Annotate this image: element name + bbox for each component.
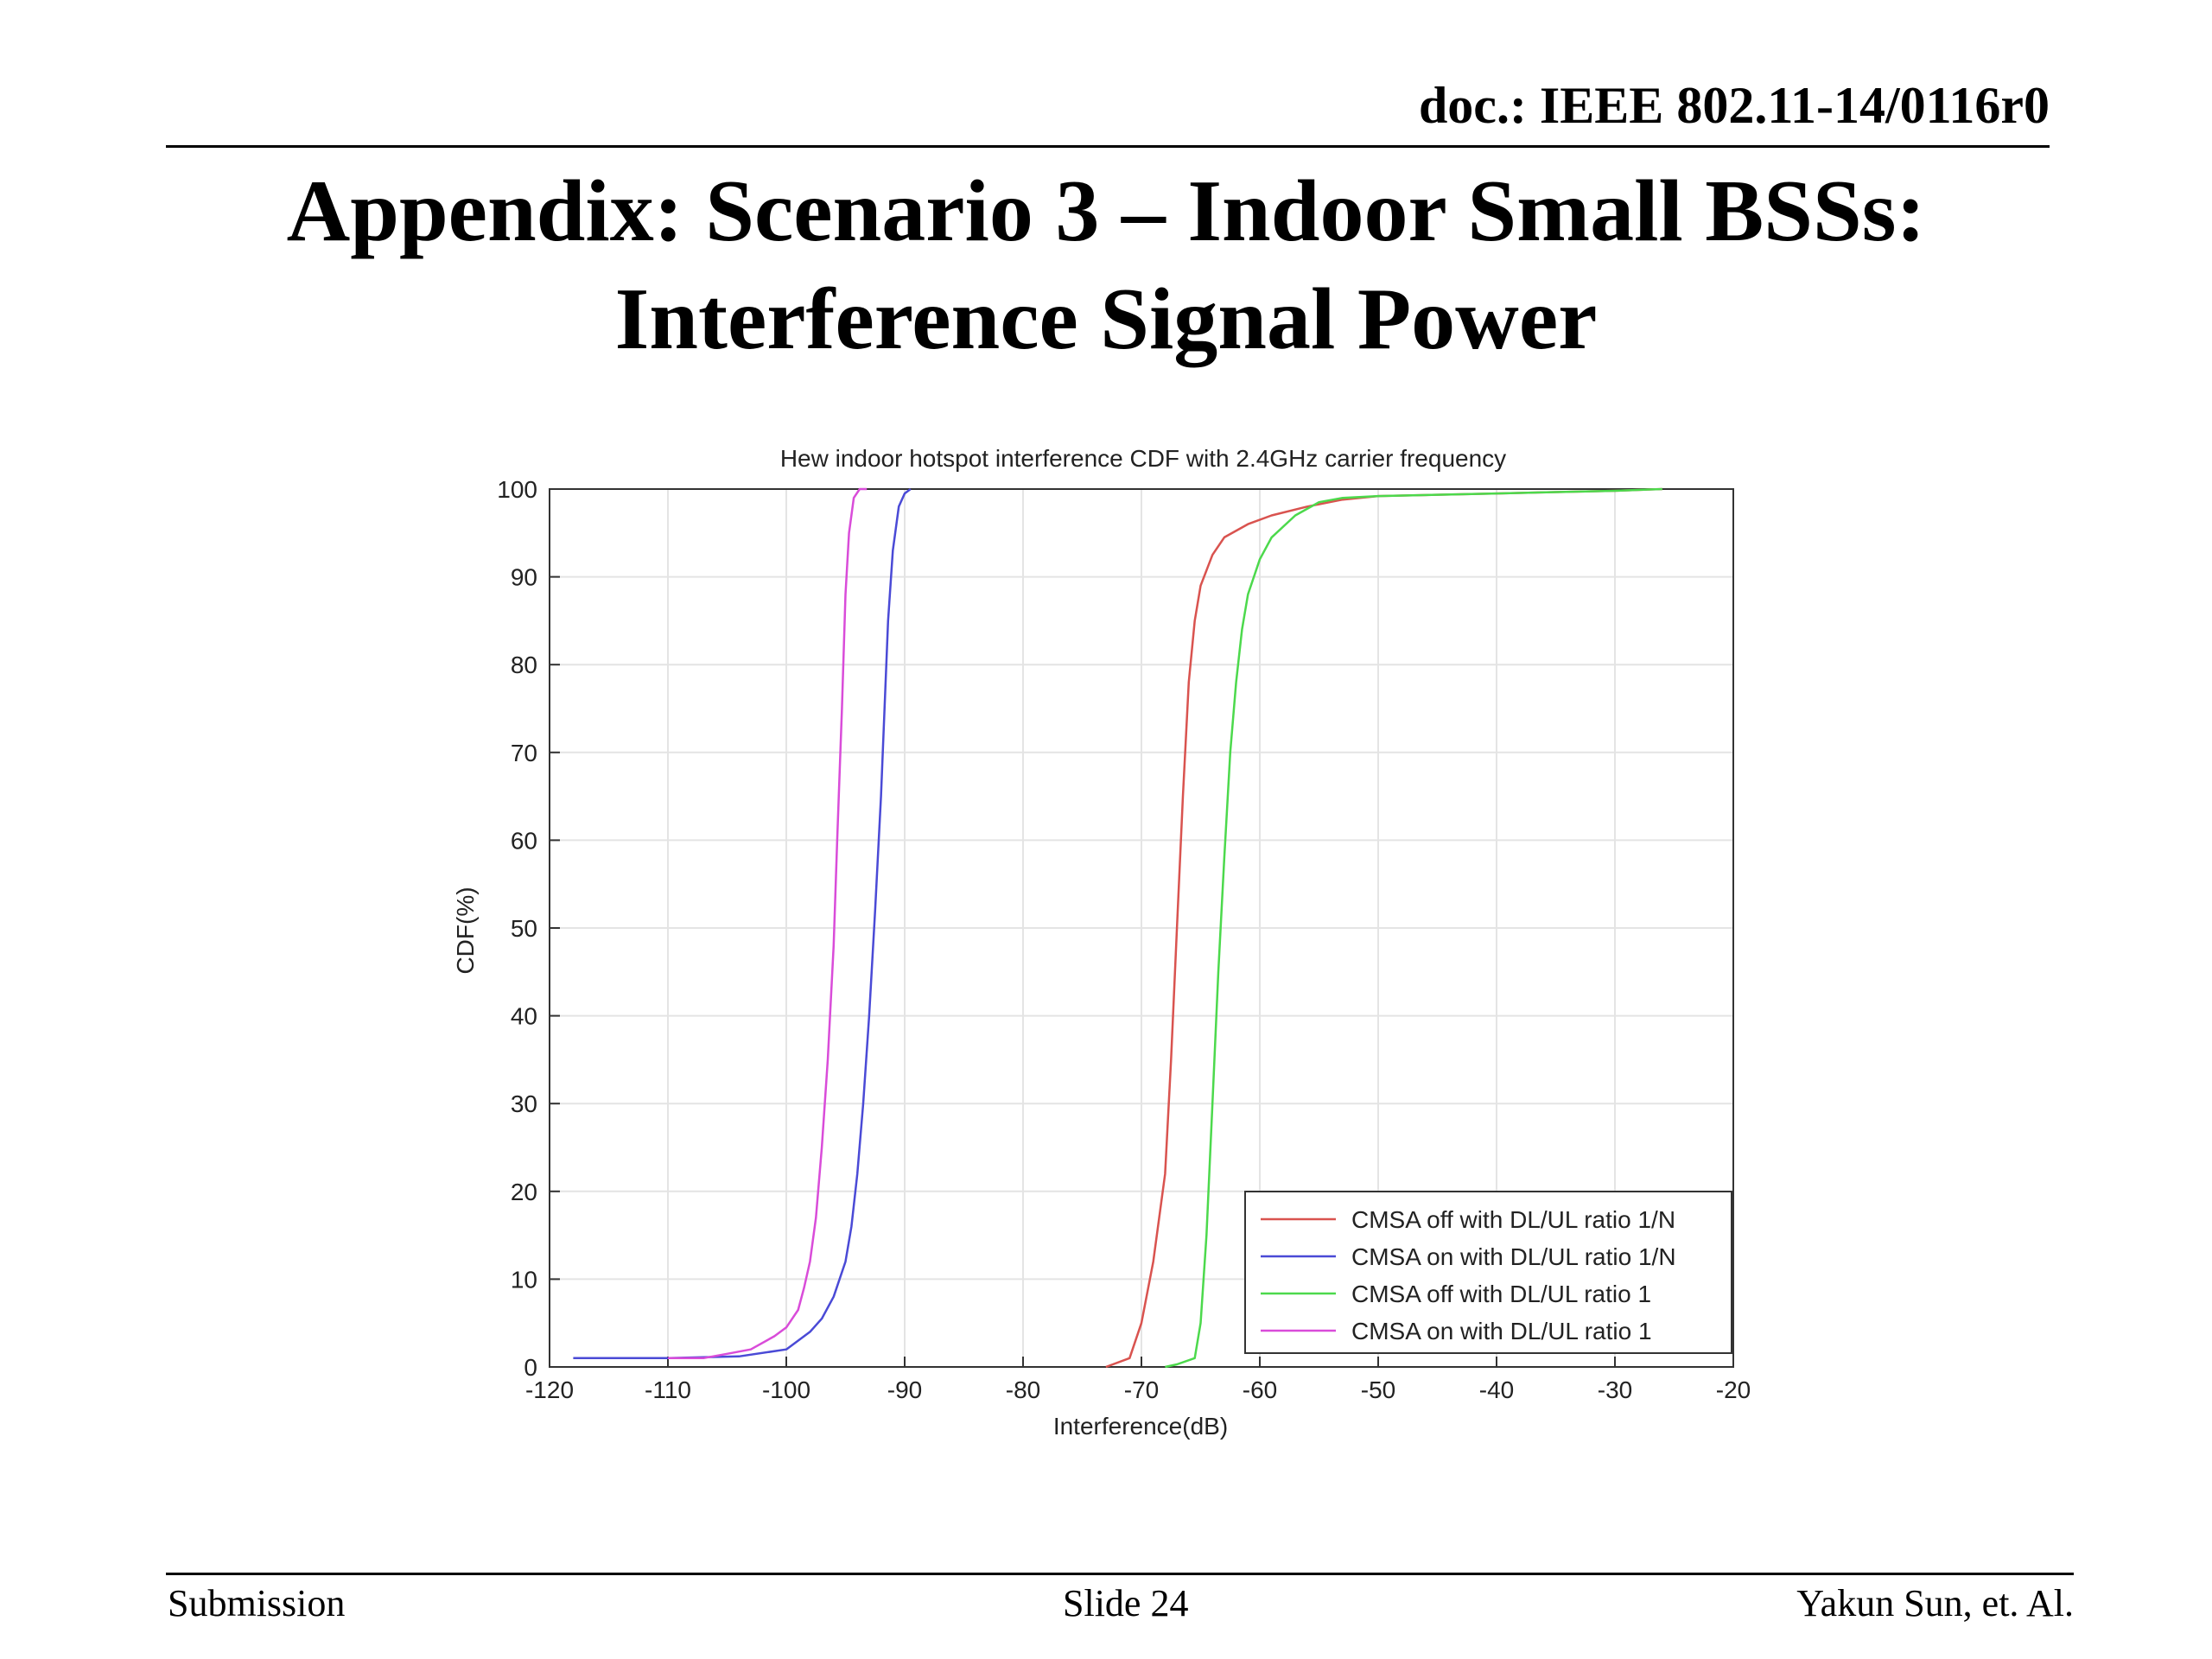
y-tick-label: 10 [511, 1266, 537, 1293]
x-tick-label: -20 [1716, 1376, 1751, 1403]
y-tick-label: 70 [511, 740, 537, 766]
y-tick-label: 20 [511, 1179, 537, 1205]
series-line-4 [668, 487, 868, 1360]
x-tick-label: -60 [1243, 1376, 1277, 1403]
doc-id: doc.: IEEE 802.11-14/0116r0 [1418, 77, 2050, 134]
x-tick-label: -50 [1361, 1376, 1395, 1403]
slide-title-line-1: Appendix: Scenario 3 – Indoor Small BSSs… [286, 162, 1926, 260]
footer-author: Yakun Sun, et. Al. [1796, 1582, 2074, 1624]
x-tick-label: -80 [1006, 1376, 1040, 1403]
legend-label-1: CMSA off with DL/UL ratio 1/N [1351, 1206, 1675, 1233]
x-axis-label: Interference(dB) [1053, 1413, 1228, 1440]
slide-title-line-2: Interference Signal Power [614, 270, 1598, 368]
axis-ticks: -120 -110 -100 -90 -80 -70 -60 -50 -40 -30 -20 0 10 2… [497, 476, 1751, 1403]
y-tick-label: 40 [511, 1003, 537, 1030]
y-tick-label: 100 [497, 476, 537, 503]
y-tick-label: 30 [511, 1090, 537, 1117]
chart-title: Hew indoor hotspot interference CDF with… [780, 445, 1506, 472]
series-line-3 [1165, 487, 1662, 1369]
y-tick-label: 60 [511, 827, 537, 854]
header-rule [166, 145, 2050, 148]
x-tick-label: -110 [645, 1376, 691, 1403]
footer-slide-number: Slide 24 [1063, 1582, 1189, 1624]
y-axis-label: CDF(%) [452, 887, 479, 974]
footer-rule [166, 1573, 2074, 1575]
chart-series [573, 487, 1662, 1369]
footer-submission: Submission [168, 1582, 346, 1624]
legend-label-2: CMSA on with DL/UL ratio 1/N [1351, 1243, 1676, 1270]
chart-legend: CMSA off with DL/UL ratio 1/N CMSA on wit… [1244, 1191, 1732, 1354]
y-tick-label: 50 [511, 915, 537, 942]
series-line-2 [573, 488, 912, 1360]
y-tick-label: 0 [524, 1354, 537, 1381]
x-tick-label: -100 [762, 1376, 810, 1403]
x-tick-label: -120 [525, 1376, 574, 1403]
legend-label-3: CMSA off with DL/UL ratio 1 [1351, 1281, 1651, 1307]
x-tick-label: -70 [1124, 1376, 1159, 1403]
x-tick-label: -40 [1479, 1376, 1514, 1403]
legend-label-4: CMSA on with DL/UL ratio 1 [1351, 1318, 1652, 1344]
x-tick-label: -90 [887, 1376, 922, 1403]
x-tick-label: -30 [1598, 1376, 1632, 1403]
y-tick-label: 80 [511, 652, 537, 678]
slide-title: Appendix: Scenario 3 – Indoor Small BSSs… [86, 157, 2126, 373]
y-tick-label: 90 [511, 564, 537, 591]
